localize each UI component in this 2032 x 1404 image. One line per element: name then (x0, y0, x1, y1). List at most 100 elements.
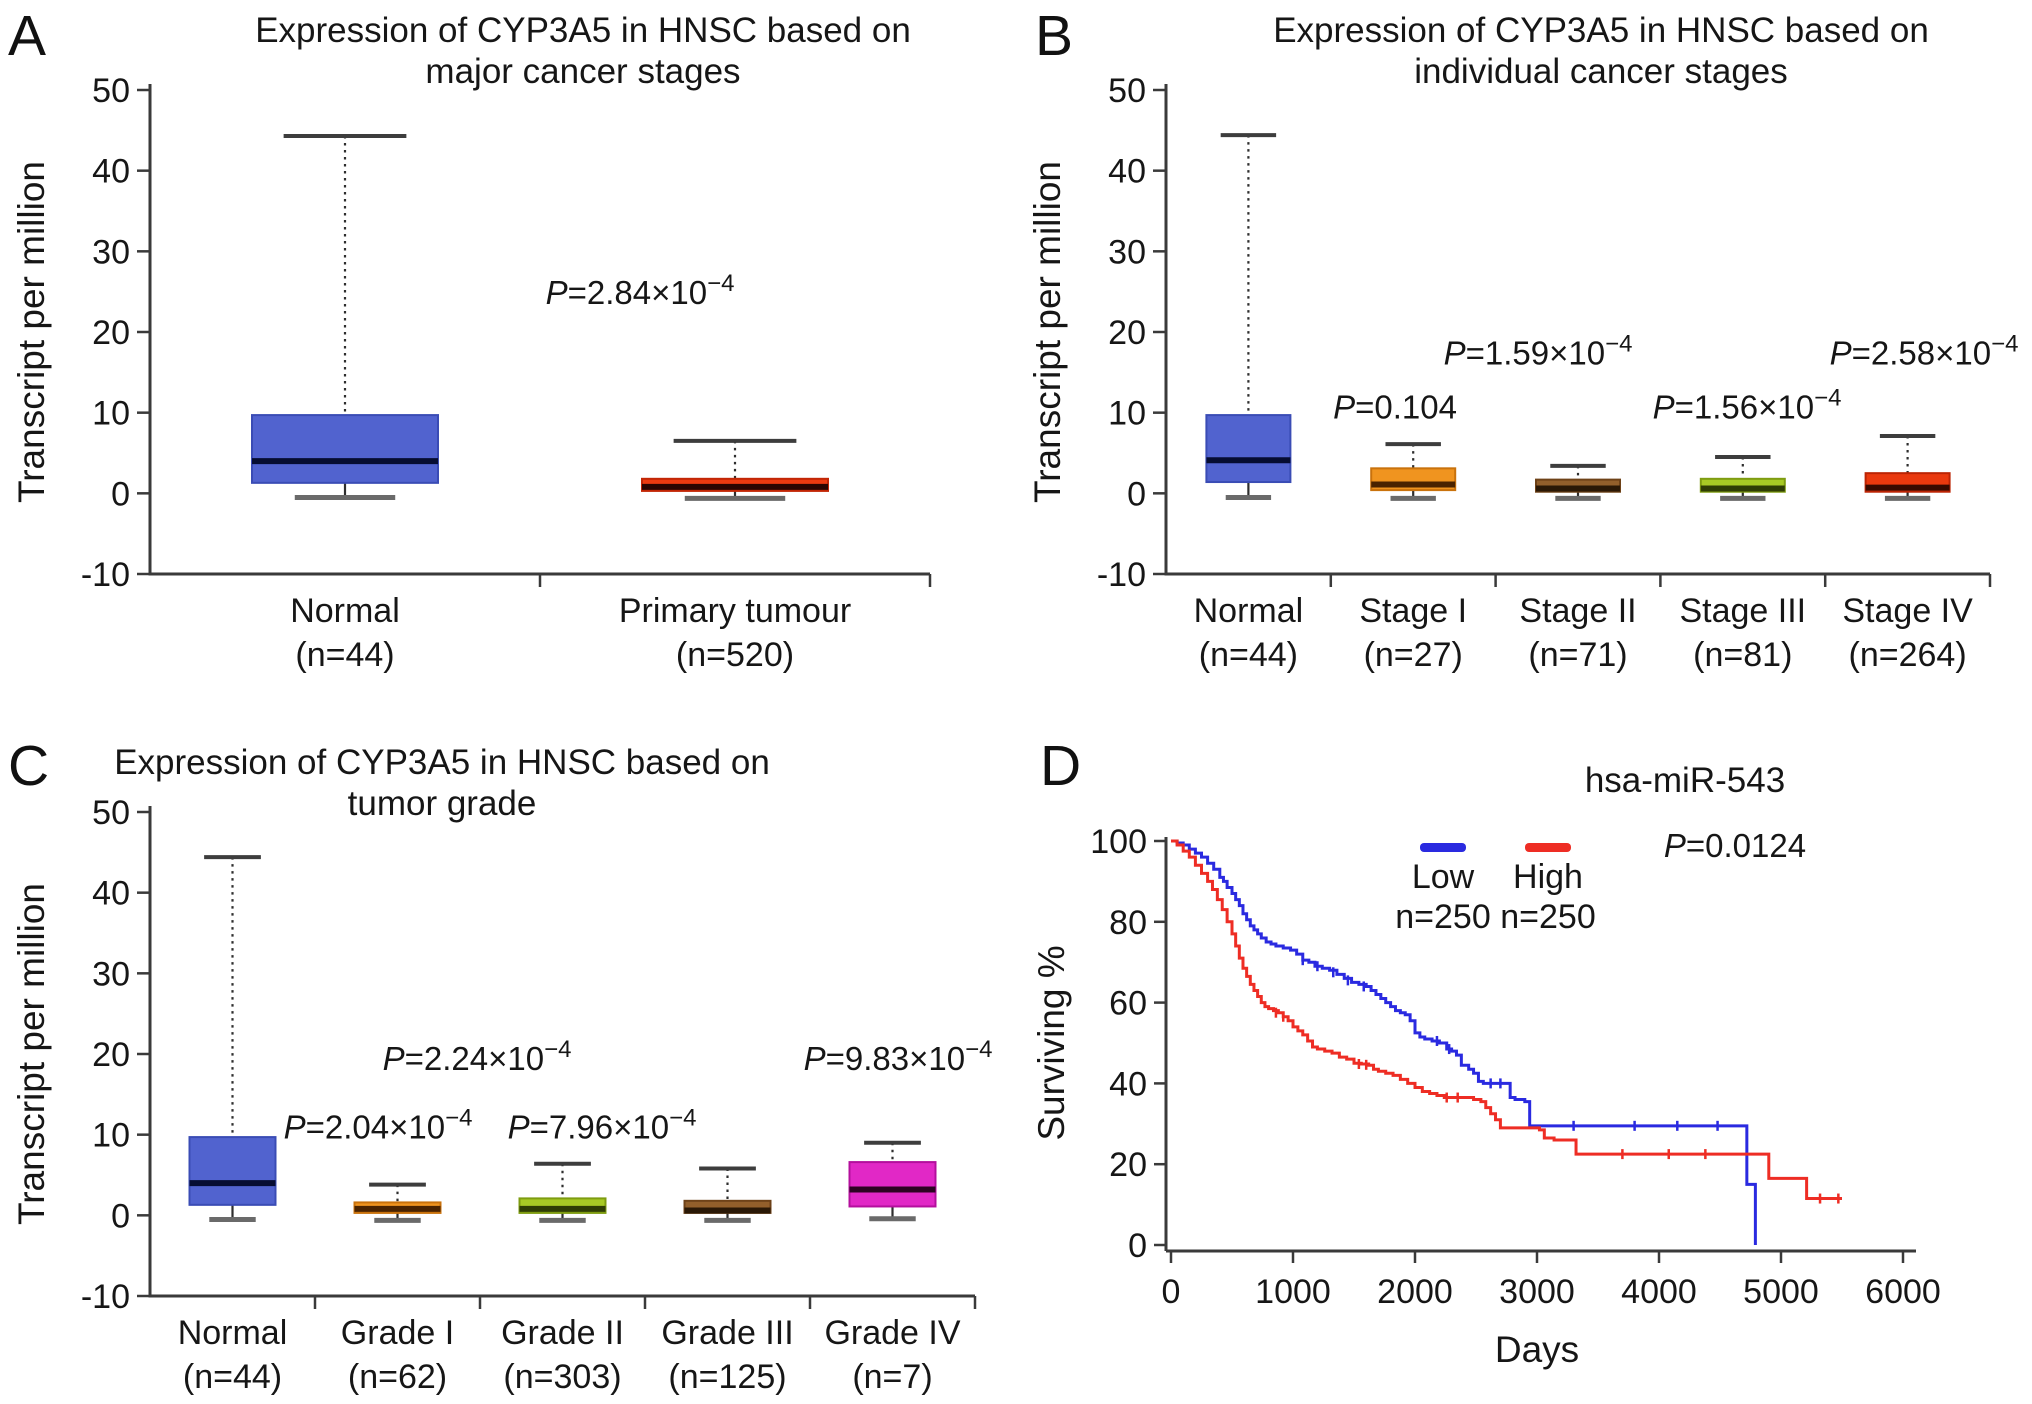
panel-a-title: Expression of CYP3A5 in HNSC based on ma… (255, 10, 911, 93)
legend-label: Low (1412, 858, 1475, 896)
panel-b-title-line2: individual cancer stages (1414, 52, 1788, 92)
x-axis-title: Days (1495, 1329, 1579, 1370)
y-tick-label: 0 (111, 1197, 130, 1235)
y-tick-label: 30 (92, 233, 130, 271)
y-axis-title: Transcript per million (11, 883, 52, 1225)
category-n-label: (n=81) (1693, 636, 1792, 674)
panel-b-chart: 50 40 30 20 10 0 -10 Transcript per million Norm… (1027, 72, 2019, 674)
km-curve-high (1171, 839, 1842, 1201)
category-n-label: (n=303) (503, 1358, 621, 1396)
category-label: Normal (290, 592, 400, 630)
panel-d-title-line1: hsa-miR-543 (1584, 761, 1786, 800)
category-n-label: (n=44) (1199, 636, 1298, 674)
y-tick-label: -10 (81, 556, 130, 594)
category-label: Primary tumour (619, 592, 851, 630)
y-tick-label: 0 (1127, 475, 1146, 513)
category-n-label: (n=520) (676, 636, 794, 674)
y-axis-title: Transcript per million (1027, 161, 1068, 503)
y-tick-label: 10 (92, 395, 130, 433)
x-tick-label: 4000 (1621, 1273, 1697, 1311)
y-axis-title: Surviving % (1031, 945, 1072, 1140)
y-tick-label: 50 (92, 72, 130, 110)
panel-b-title: Expression of CYP3A5 in HNSC based on in… (1273, 10, 1929, 93)
category-n-label: (n=264) (1849, 636, 1967, 674)
category-label: Normal (178, 1314, 288, 1352)
p-value-label: P=1.56×10−4 (1653, 384, 1842, 425)
panel-a-title-line2: major cancer stages (425, 52, 741, 92)
y-tick-label: 20 (1108, 314, 1146, 352)
y-tick-label: -10 (81, 1278, 130, 1316)
panel-a: 50 40 30 20 10 0 -10 Transcript per million Norm… (0, 0, 1016, 700)
category-label: Stage I (1359, 592, 1467, 630)
category-label: Grade I (341, 1314, 454, 1352)
category-n-label: (n=7) (852, 1358, 932, 1396)
panel-c-title: Expression of CYP3A5 in HNSC based on tu… (114, 742, 770, 825)
panel-a-letter: A (8, 4, 47, 68)
y-tick-label: 80 (1109, 904, 1147, 942)
x-tick-label: 5000 (1743, 1273, 1819, 1311)
box-normal (1205, 414, 1292, 484)
box-normal (251, 414, 439, 484)
category-label: Stage III (1679, 592, 1806, 630)
category-n-label: (n=27) (1364, 636, 1463, 674)
y-tick-label: 40 (1108, 153, 1146, 191)
panel-c-title-line2: tumor grade (347, 784, 537, 824)
category-label: Grade III (661, 1314, 793, 1352)
p-value-label: P=2.58×10−4 (1830, 330, 2019, 371)
y-tick-label: 10 (92, 1117, 130, 1155)
p-value-label: P=7.96×10−4 (508, 1105, 697, 1146)
category-n-label: (n=71) (1528, 636, 1627, 674)
p-value-label: P=1.59×10−4 (1444, 330, 1633, 371)
panel-a-title-line1: Expression of CYP3A5 in HNSC based on (255, 11, 911, 50)
category-label: Grade IV (824, 1314, 960, 1352)
panel-d-title: hsa-miR-543 (1585, 760, 1785, 801)
legend-n-label: n=250 (1395, 898, 1491, 936)
y-tick-label: 30 (1108, 233, 1146, 271)
legend-swatch-low (1420, 843, 1466, 852)
panel-c-title-line1: Expression of CYP3A5 in HNSC based on (114, 743, 770, 782)
panel-d-chart: 0 20 40 60 80 100 Surviving % 0 1000 2000 3000 4000… (1031, 823, 1941, 1370)
y-tick-label: 40 (92, 153, 130, 191)
y-tick-label: 50 (92, 794, 130, 832)
category-label: Stage IV (1842, 592, 1973, 630)
y-tick-label: 10 (1108, 395, 1146, 433)
category-n-label: (n=44) (295, 636, 394, 674)
y-tick-label: 100 (1090, 823, 1147, 861)
panel-a-chart: 50 40 30 20 10 0 -10 Transcript per million Norm… (11, 72, 932, 674)
y-tick-label: 0 (1128, 1227, 1147, 1265)
category-n-label: (n=44) (183, 1358, 282, 1396)
panel-b: 50 40 30 20 10 0 -10 Transcript per million Norm… (1016, 0, 2032, 700)
box-normal (188, 1136, 277, 1206)
legend-swatch-high (1525, 843, 1571, 852)
panel-c-letter: C (8, 734, 50, 798)
legend-n-label: n=250 (1500, 898, 1596, 936)
category-n-label: (n=62) (348, 1358, 447, 1396)
p-value-label: P=0.0124 (1664, 827, 1806, 864)
y-tick-label: 40 (1109, 1065, 1147, 1103)
x-tick-label: 3000 (1499, 1273, 1575, 1311)
p-value-label: P=0.104 (1333, 388, 1457, 425)
category-n-label: (n=125) (668, 1358, 786, 1396)
p-value-label: P=9.83×10−4 (804, 1036, 993, 1077)
p-value-label: P=2.04×10−4 (284, 1105, 473, 1146)
panel-c-chart: 50 40 30 20 10 0 -10 Transcript per million Norm… (11, 794, 993, 1396)
p-value-label: P=2.84×10−4 (546, 270, 735, 311)
y-tick-label: 50 (1108, 72, 1146, 110)
category-label: Stage II (1519, 592, 1636, 630)
category-label: Grade II (501, 1314, 624, 1352)
panel-b-letter: B (1035, 4, 1074, 68)
x-tick-label: 1000 (1255, 1273, 1331, 1311)
y-tick-label: 60 (1109, 985, 1147, 1023)
panel-d-letter: D (1040, 734, 1082, 798)
box-grade-iv (848, 1161, 937, 1208)
x-tick-label: 2000 (1377, 1273, 1453, 1311)
y-tick-label: -10 (1097, 556, 1146, 594)
y-tick-label: 20 (1109, 1146, 1147, 1184)
panel-c: 50 40 30 20 10 0 -10 Transcript per million Norm… (0, 700, 1016, 1404)
y-tick-label: 20 (92, 1036, 130, 1074)
y-tick-label: 20 (92, 314, 130, 352)
y-tick-label: 40 (92, 875, 130, 913)
y-axis-title: Transcript per million (11, 161, 52, 503)
category-label: Normal (1194, 592, 1304, 630)
